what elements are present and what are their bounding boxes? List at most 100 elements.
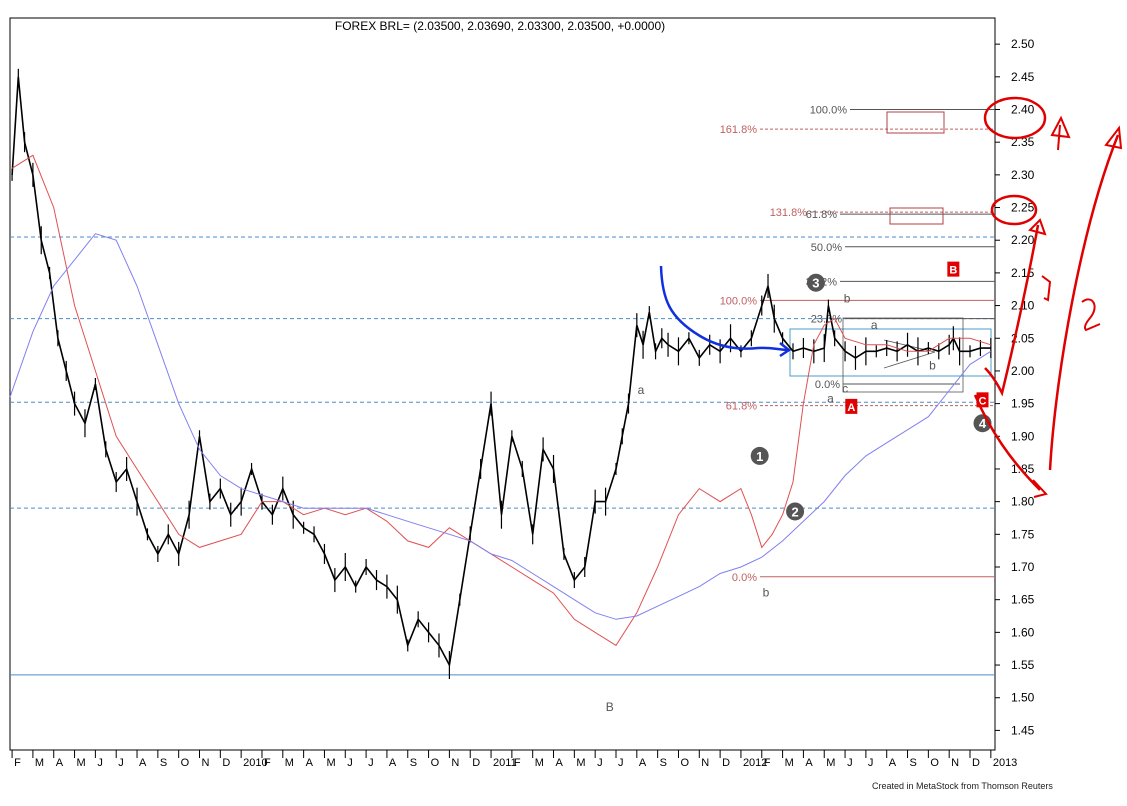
x-tick-label-47: 2013 (993, 757, 1017, 769)
x-tick-label-37: M (785, 757, 794, 769)
y-tick-label-17: 2.30 (1011, 168, 1035, 182)
x-tick-label-22: D (472, 757, 480, 769)
x-tick-label-23: 2011 (493, 757, 517, 769)
y-tick-label-6: 1.75 (1011, 527, 1035, 541)
x-tick-label-46: D (972, 757, 980, 769)
red-path-up-long (1048, 134, 1120, 471)
x-tick-label-7: S (160, 757, 167, 769)
wave-number-3: 4 (979, 416, 987, 431)
x-tick-label-5: J (118, 757, 124, 769)
fib-label-3: 61.8% (806, 209, 837, 221)
handwritten-1 (1041, 275, 1052, 302)
x-tick-label-30: A (639, 757, 647, 769)
chart-title: FOREX BRL= (2.03500, 2.03690, 2.03300, 2… (335, 19, 665, 33)
fib-label-1: 161.8% (720, 124, 758, 136)
x-tick-label-34: D (722, 757, 730, 769)
red-arrow-head-1 (1028, 218, 1047, 236)
credit-text: Created in MetaStock from Thomson Reuter… (872, 781, 1053, 791)
wave-letter-1: B (606, 700, 614, 714)
red-path-down (973, 394, 1041, 491)
y-tick-label-5: 1.70 (1011, 560, 1035, 574)
fib-label-8: 0.0% (815, 379, 840, 391)
x-tick-label-26: A (556, 757, 564, 769)
wave-letter-3: b (844, 291, 851, 305)
circle-2-25 (990, 194, 1038, 226)
wave-letter-5: b (929, 359, 936, 373)
circle-2-40 (983, 96, 1047, 140)
y-tick-label-1: 1.50 (1011, 691, 1035, 705)
handdrawn-annotations (659, 96, 1123, 498)
series-layer (9, 68, 992, 680)
red-arrow-head-2 (1032, 479, 1048, 498)
x-tick-label-44: O (930, 757, 939, 769)
fib-label-2: 131.8% (770, 207, 808, 219)
x-tick-label-20: O (431, 757, 440, 769)
wave-letter-4: a (871, 318, 878, 332)
series-line-2 (9, 233, 992, 620)
target-box-upper (886, 111, 945, 134)
x-tick-label-8: O (181, 757, 190, 769)
x-tick-label-45: N (951, 757, 959, 769)
x-tick-label-15: M (326, 757, 335, 769)
x-tick-label-43: S (910, 757, 917, 769)
wave-number-0: 1 (756, 449, 763, 464)
y-tick-label-11: 2.00 (1011, 364, 1035, 378)
wave-letter-6: c (842, 381, 848, 395)
x-tick-label-24: F (514, 757, 521, 769)
fibonacci-levels: 100.0%161.8%131.8%61.8%50.0%38.2%100.0%2… (720, 105, 995, 584)
wave-number-2: 3 (812, 276, 819, 291)
x-tick-label-27: M (576, 757, 585, 769)
x-tick-label-10: D (222, 757, 230, 769)
consolidation-box-inner (842, 317, 964, 393)
y-tick-label-8: 1.85 (1011, 462, 1035, 476)
triangle-lines (883, 339, 936, 369)
wave-circle-2 (806, 273, 825, 292)
x-tick-label-19: S (410, 757, 417, 769)
y-tick-label-7: 1.80 (1011, 495, 1035, 509)
series-line-1 (11, 154, 991, 647)
x-tick-label-9: N (202, 757, 210, 769)
x-tick-label-17: J (368, 757, 374, 769)
x-tick-label-35: 2012 (743, 757, 767, 769)
wave-circle-0 (750, 446, 769, 465)
x-tick-label-42: A (889, 757, 897, 769)
fib-label-9: 61.8% (726, 401, 757, 413)
x-tick-label-14: A (306, 757, 314, 769)
wave-circle-1 (786, 502, 805, 521)
x-tick-label-31: S (660, 757, 667, 769)
x-tick-label-11: 2010 (243, 757, 267, 769)
y-tick-label-2: 1.55 (1011, 658, 1035, 672)
x-tick-label-25: M (535, 757, 544, 769)
x-tick-label-21: N (451, 757, 459, 769)
x-tick-label-32: O (680, 757, 689, 769)
x-tick-label-16: J (347, 757, 353, 769)
x-tick-label-41: J (868, 757, 874, 769)
wave-number-1: 2 (791, 504, 798, 519)
handwritten-2 (1081, 298, 1101, 332)
x-tick-label-29: J (618, 757, 624, 769)
x-tick-label-1: M (35, 757, 44, 769)
x-tick-label-6: A (139, 757, 147, 769)
wave-letter-7: a (827, 391, 834, 405)
y-tick-label-4: 1.65 (1011, 593, 1035, 607)
x-tick-label-38: A (805, 757, 813, 769)
x-tick-label-28: J (597, 757, 603, 769)
x-tick-label-40: J (847, 757, 853, 769)
x-tick-label-18: A (389, 757, 397, 769)
target-box-middle (889, 207, 944, 225)
wave-letter-0: a (638, 383, 645, 397)
abc-label-1: B (949, 265, 957, 277)
abc-box-0 (845, 398, 858, 414)
y-tick-label-21: 2.50 (1011, 37, 1035, 51)
x-tick-label-3: M (77, 757, 86, 769)
y-tick-label-16: 2.25 (1011, 201, 1035, 215)
fib-label-4: 50.0% (811, 242, 842, 254)
x-tick-label-36: F (764, 757, 771, 769)
consolidation-box (789, 328, 992, 377)
plot-frame (9, 17, 996, 751)
x-tick-label-0: F (14, 757, 21, 769)
y-tick-label-10: 1.95 (1011, 397, 1035, 411)
